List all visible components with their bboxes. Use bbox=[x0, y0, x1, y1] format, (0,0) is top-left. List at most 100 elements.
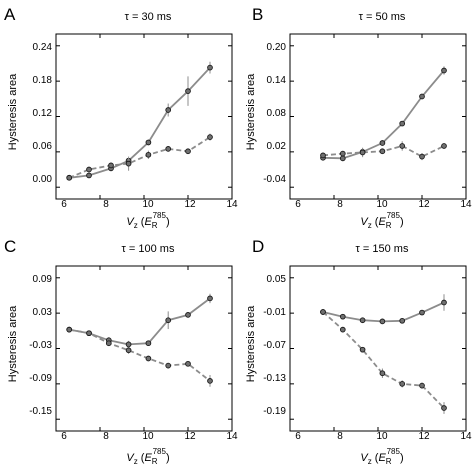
series-solid bbox=[320, 66, 447, 162]
data-point bbox=[145, 340, 152, 347]
y-axis-label: Hysteresis area bbox=[245, 305, 257, 382]
data-point bbox=[86, 172, 92, 179]
data-point bbox=[86, 330, 92, 337]
y-tick-label: 0.12 bbox=[33, 108, 53, 119]
data-point bbox=[359, 149, 366, 156]
data-point bbox=[419, 309, 425, 316]
plot-frame bbox=[289, 265, 467, 432]
data-point bbox=[399, 143, 406, 149]
x-tick-label: 6 bbox=[61, 199, 67, 210]
data-point bbox=[441, 67, 447, 74]
data-point bbox=[339, 313, 346, 320]
series-line bbox=[68, 136, 211, 179]
y-tick-label: 0.03 bbox=[33, 307, 53, 318]
y-tick-label: -0.03 bbox=[29, 340, 52, 351]
tick-labels-x: 6 8 10 12 14 bbox=[295, 199, 472, 210]
tick-labels-x: 6 8 10 12 14 bbox=[61, 431, 238, 442]
data-point bbox=[125, 341, 132, 348]
data-point bbox=[399, 381, 406, 387]
data-point bbox=[339, 326, 346, 333]
panel-title: τ = 30 ms bbox=[125, 11, 172, 23]
series-line bbox=[69, 297, 211, 346]
x-axis-label: Vz (ER785) bbox=[360, 211, 403, 230]
panel-d: D τ = 150 ms -0.19 -0.13 -0.07 -0.01 0.0… bbox=[245, 237, 472, 466]
x-tick-label: 12 bbox=[184, 431, 196, 442]
data-point bbox=[185, 312, 191, 318]
tick-labels-x: 6 8 10 12 14 bbox=[61, 199, 238, 210]
tick-labels-x: 6 8 10 12 14 bbox=[295, 431, 472, 442]
data-point bbox=[320, 152, 326, 159]
panel-letter: C bbox=[4, 237, 16, 256]
data-point bbox=[419, 93, 425, 100]
data-point bbox=[339, 155, 346, 162]
y-tick-label: -0.04 bbox=[263, 174, 286, 185]
data-point bbox=[145, 139, 152, 146]
data-point bbox=[66, 174, 73, 181]
data-point bbox=[66, 326, 73, 333]
x-tick-label: 8 bbox=[103, 431, 109, 442]
y-tick-label: -0.07 bbox=[263, 340, 286, 351]
x-tick-label: 12 bbox=[184, 199, 196, 210]
data-point bbox=[339, 150, 346, 157]
plot-frame bbox=[55, 265, 233, 432]
x-tick-label: 6 bbox=[295, 431, 301, 442]
data-point bbox=[165, 146, 172, 152]
data-point bbox=[125, 347, 132, 354]
panel-b: B τ = 50 ms -0.04 0.02 0.08 0.14 0.20 6 … bbox=[245, 5, 472, 230]
series-line bbox=[322, 311, 445, 409]
y-tick-label: 0.14 bbox=[267, 75, 287, 86]
x-tick-label: 12 bbox=[418, 431, 430, 442]
y-tick-label: -0.09 bbox=[29, 373, 52, 384]
panel-a: A τ = 30 ms 0.00 0.06 0.12 0.18 0.24 6 8… bbox=[4, 5, 238, 230]
tick-labels-y: -0.15 -0.09 -0.03 0.03 0.09 bbox=[29, 274, 52, 417]
panel-letter: D bbox=[252, 237, 264, 256]
x-tick-label: 6 bbox=[295, 199, 301, 210]
series-dashed bbox=[320, 309, 447, 414]
data-point bbox=[441, 405, 447, 411]
data-point bbox=[207, 295, 213, 302]
series-solid bbox=[66, 293, 213, 348]
data-point bbox=[441, 299, 447, 306]
y-tick-label: 0.06 bbox=[33, 141, 53, 152]
y-tick-label: -0.13 bbox=[263, 373, 286, 384]
data-point bbox=[320, 309, 326, 315]
y-axis-label: Hysteresis area bbox=[7, 305, 19, 382]
y-tick-label: 0.02 bbox=[267, 141, 287, 152]
y-ticks bbox=[290, 45, 466, 188]
y-tick-label: 0.08 bbox=[267, 108, 287, 119]
series-line bbox=[69, 66, 211, 179]
x-ticks bbox=[289, 266, 467, 431]
data-point bbox=[207, 64, 213, 71]
data-point bbox=[145, 151, 152, 158]
y-axis-label: Hysteresis area bbox=[7, 73, 19, 150]
data-point bbox=[165, 107, 172, 113]
data-point bbox=[207, 134, 213, 140]
x-tick-label: 6 bbox=[61, 431, 67, 442]
x-tick-label: 8 bbox=[103, 199, 109, 210]
x-tick-label: 14 bbox=[460, 431, 472, 442]
y-tick-label: 0.18 bbox=[33, 75, 53, 86]
data-point bbox=[185, 88, 191, 95]
series-dashed bbox=[66, 326, 213, 387]
data-point bbox=[125, 160, 132, 167]
x-tick-label: 8 bbox=[337, 199, 343, 210]
panel-title: τ = 50 ms bbox=[359, 11, 406, 23]
panel-letter: A bbox=[4, 5, 16, 24]
panel-title: τ = 150 ms bbox=[356, 243, 409, 255]
panel-letter: B bbox=[252, 5, 263, 24]
x-tick-label: 10 bbox=[376, 431, 388, 442]
y-tick-label: -0.19 bbox=[263, 406, 286, 417]
x-tick-label: 10 bbox=[376, 199, 388, 210]
series-dashed bbox=[66, 133, 213, 181]
x-tick-label: 10 bbox=[142, 431, 154, 442]
y-ticks bbox=[56, 277, 232, 420]
y-tick-label: 0.24 bbox=[33, 42, 53, 53]
data-point bbox=[399, 317, 406, 324]
data-point bbox=[379, 370, 386, 377]
data-point bbox=[419, 153, 425, 160]
tick-labels-y: 0.00 0.06 0.12 0.18 0.24 bbox=[33, 42, 53, 185]
data-point bbox=[165, 362, 172, 369]
y-tick-label: -0.15 bbox=[29, 406, 52, 417]
y-tick-label: 0.00 bbox=[33, 174, 53, 185]
